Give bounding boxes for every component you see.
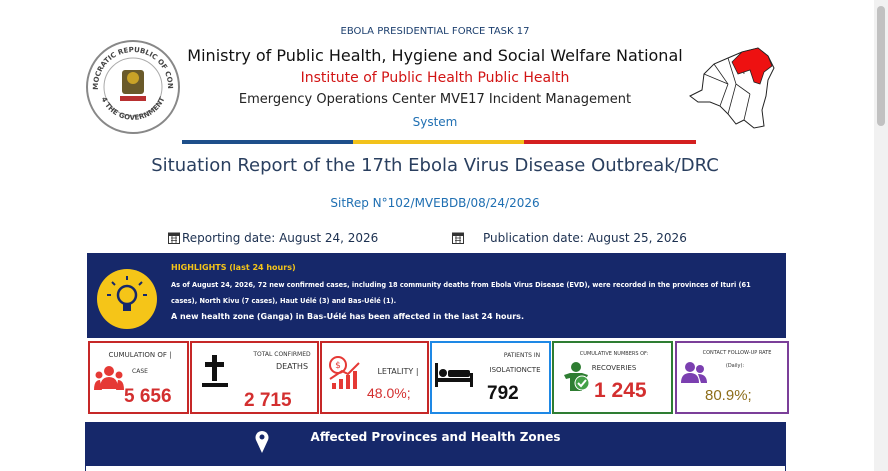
- scrollbar-thumb[interactable]: [877, 6, 885, 126]
- card-label: (Daily):: [725, 363, 745, 369]
- card-value: 1 245: [594, 379, 647, 402]
- card-recoveries: CUMULATIVE NUMBERS OF: RECOVERIES 1 245: [552, 341, 673, 414]
- rule-yellow: [353, 140, 524, 144]
- card-label: ISOLATIONCTE: [489, 366, 541, 374]
- section-title: Affected Provinces and Health Zones: [310, 430, 561, 444]
- highlights-box: HIGHLIGHTS (last 24 hours) As of August …: [87, 253, 786, 338]
- card-deaths: TOTAL CONFIRMED DEATHS 2 715: [190, 341, 319, 414]
- calendar-icon: [168, 232, 180, 244]
- card-label: PATIENTS IN: [503, 352, 541, 359]
- card-label: CUMULATION OF |: [108, 351, 172, 359]
- highlights-title: HIGHLIGHTS (last 24 hours): [171, 263, 296, 272]
- publication-date: Publication date: August 25, 2026: [483, 231, 687, 245]
- svg-text:$: $: [335, 361, 341, 371]
- seal: DEMOCRATIC REPUBLIC OF CONGO 4 THE GOVER…: [84, 38, 180, 134]
- card-label: CASE: [132, 368, 148, 375]
- card-cases: CUMULATION OF | CASE 5 656: [88, 341, 189, 414]
- highlights-paragraph: A new health zone (Ganga) in Bas-Uélé ha…: [171, 312, 524, 321]
- chart-icon: $: [329, 356, 360, 389]
- recovery-icon: [564, 362, 590, 391]
- section-bar: Affected Provinces and Health Zones: [85, 422, 786, 471]
- card-label: CONTACT FOLLOW-UP RATE: [702, 350, 772, 356]
- center: Emergency Operations Center MVE17 Incide…: [238, 92, 632, 107]
- card-label: TOTAL CONFIRMED: [253, 351, 311, 358]
- card-label: CUMULATIVE NUMBERS OF:: [579, 351, 649, 357]
- bulb-icon: [97, 269, 157, 329]
- contacts-icon: [681, 362, 707, 383]
- rule-blue: [182, 140, 353, 144]
- card-label: LETALITY |: [377, 367, 419, 376]
- calendar-icon: [452, 232, 464, 244]
- drc-map: [689, 47, 775, 129]
- system: System: [412, 115, 458, 129]
- institute: Institute of Public Health Public Health: [300, 70, 570, 86]
- card-value: 80.9%;: [705, 387, 752, 404]
- sitrep: SitRep N°102/MVEBDB/08/24/2026: [330, 196, 540, 210]
- card-value: 5 656: [124, 386, 172, 407]
- section-body: [86, 466, 785, 471]
- task-force: EBOLA PRESIDENTIAL FORCE TASK 17: [340, 26, 530, 37]
- card-letality: $ LETALITY | 48.0%;: [320, 341, 429, 414]
- card-value: 2 715: [244, 390, 292, 411]
- people-icon: [94, 366, 124, 390]
- card-label: DEATHS: [275, 362, 309, 371]
- bed-icon: [435, 363, 473, 387]
- card-value: 48.0%;: [367, 385, 411, 401]
- ministry: Ministry of Public Health, Hygiene and S…: [187, 46, 683, 65]
- highlights-paragraph: As of August 24, 2026, 72 new confirmed …: [171, 281, 751, 305]
- scrollbar-track[interactable]: [874, 0, 888, 471]
- pin-icon: [255, 431, 269, 453]
- report-title: Situation Report of the 17th Ebola Virus…: [151, 155, 719, 176]
- cross-icon: [202, 355, 228, 387]
- reporting-date: Reporting date: August 24, 2026: [182, 231, 379, 245]
- highlights-text: As of August 24, 2026, 72 new confirmed …: [171, 277, 773, 325]
- card-contacts: CONTACT FOLLOW-UP RATE (Daily): 80.9%;: [675, 341, 789, 414]
- card-isolation: PATIENTS IN ISOLATIONCTE 792: [430, 341, 551, 414]
- rule-red: [524, 140, 696, 144]
- card-label: RECOVERIES: [591, 364, 637, 372]
- card-value: 792: [487, 383, 519, 404]
